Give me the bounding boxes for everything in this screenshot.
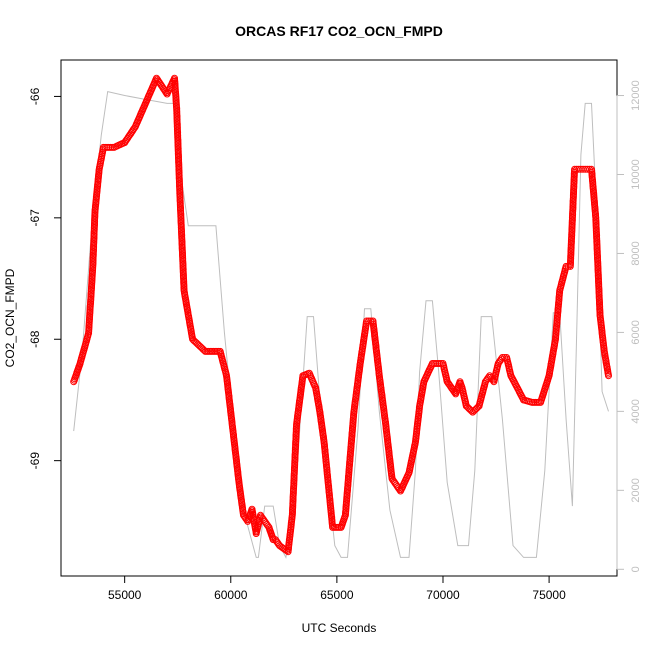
- y-tick-label: -68: [28, 330, 42, 348]
- altitude-line: [73, 90, 609, 559]
- y2-tick-label: 0: [630, 566, 642, 572]
- y-axis-left: -66 -67 -68 -69: [28, 87, 62, 470]
- chart-title: ORCAS RF17 CO2_OCN_FMPD: [235, 23, 443, 39]
- x-axis-label: UTC Seconds: [302, 621, 377, 635]
- x-axis: 55000 60000 65000 70000 75000: [108, 575, 566, 602]
- data-point-trail: [365, 317, 373, 325]
- y-axis-label: CO2_OCN_FMPD: [3, 268, 17, 367]
- y-tick-label: -66: [28, 87, 42, 105]
- y2-tick-label: 8000: [630, 241, 642, 265]
- y2-tick-label: 2000: [630, 478, 642, 502]
- y-tick-label: -69: [28, 452, 42, 470]
- x-tick-label: 70000: [426, 588, 460, 602]
- x-tick-label: 55000: [108, 588, 142, 602]
- y2-tick-label: 6000: [630, 320, 642, 344]
- data-point-trail: [583, 165, 591, 173]
- x-tick-label: 65000: [320, 588, 354, 602]
- altitude-line-layer: [73, 90, 609, 559]
- data-point: [605, 372, 612, 380]
- x-tick-label: 60000: [214, 588, 248, 602]
- x-tick-label: 75000: [532, 588, 566, 602]
- y-tick-label: -67: [28, 209, 42, 227]
- y2-tick-label: 10000: [630, 159, 642, 190]
- plot-frame: [60, 59, 618, 577]
- y2-tick-label: 4000: [630, 399, 642, 423]
- data-point: [498, 354, 506, 361]
- co2-points-layer: [70, 74, 612, 556]
- y-axis-right: 0 2000 4000 6000 8000 10000 12000: [616, 80, 642, 572]
- y2-tick-label: 12000: [630, 80, 642, 111]
